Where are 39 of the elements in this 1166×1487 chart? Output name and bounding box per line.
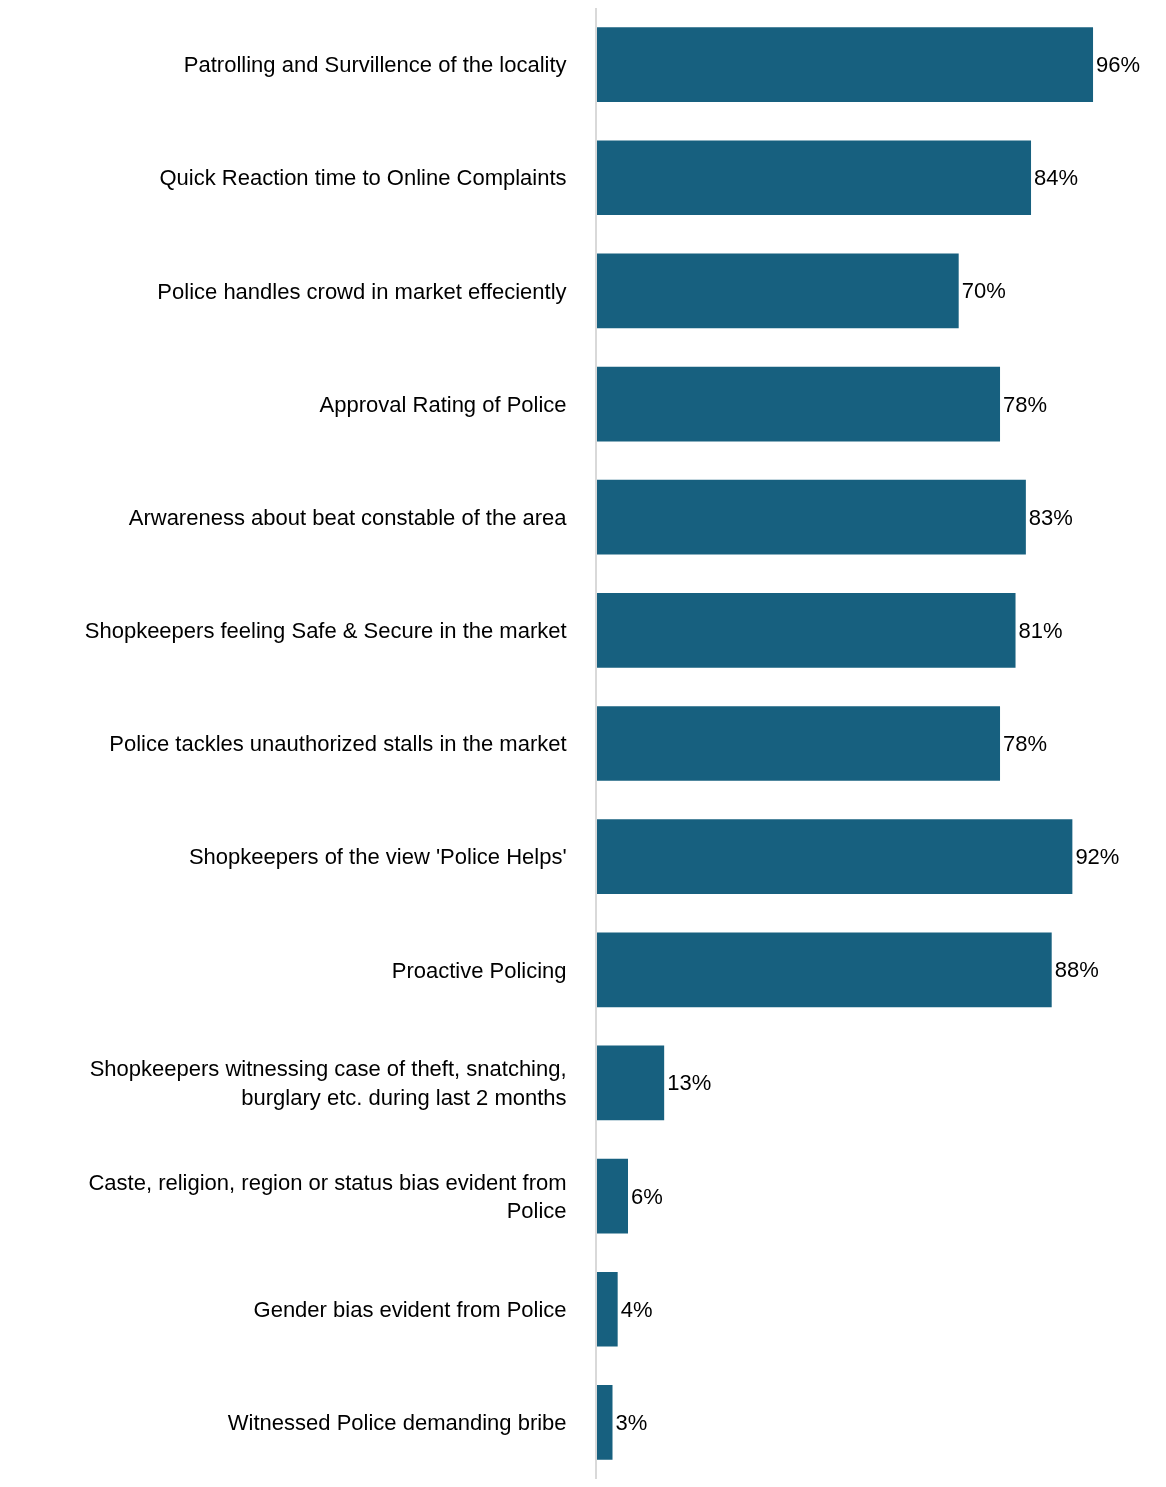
data-label: 70%: [961, 278, 1006, 304]
data-label: 13%: [667, 1070, 712, 1096]
y-tick-label: Police tackles unauthorized stalls in the market: [109, 731, 567, 757]
bar: [597, 479, 1026, 555]
data-label: 3%: [615, 1409, 648, 1435]
bar: [597, 1045, 665, 1121]
data-label: 96%: [1096, 52, 1141, 78]
bar: [597, 1158, 628, 1234]
bar: [597, 1385, 613, 1460]
bar: [597, 1271, 618, 1347]
data-label: 81%: [1018, 617, 1063, 643]
data-label: 78%: [1003, 731, 1048, 756]
bar: [597, 593, 1016, 668]
y-tick-label: Shopkeepers of the view 'Police Helps': [188, 844, 567, 870]
bar: [597, 253, 959, 329]
data-label: 88%: [1054, 957, 1099, 983]
data-label: 6%: [631, 1183, 663, 1209]
bar: [597, 932, 1052, 1008]
y-tick-label: Proactive Policing: [391, 957, 567, 983]
y-tick-label: Police handles crowd in market effeciently: [157, 278, 567, 304]
y-tick-label: Quick Reaction time to Online Complaints: [159, 165, 567, 191]
data-label: 4%: [620, 1296, 653, 1322]
y-tick-label: Shopkeepers feeling Safe & Secure in the market: [84, 618, 567, 644]
y-tick-label: Shopkeepers witnessing case of theft, snatching, burglary etc. during last 2 months: [89, 1056, 567, 1110]
y-tick-label: Approval Rating of Police: [319, 391, 567, 417]
bar: [597, 27, 1094, 102]
bar: [597, 140, 1032, 216]
y-tick-label: Witnessed Police demanding bribe: [227, 1410, 567, 1436]
bar: [597, 706, 1001, 781]
y-tick-label: Patrolling and Survillence of the locality: [183, 52, 567, 78]
data-label: 78%: [1003, 391, 1048, 417]
y-tick-label: Caste, religion, region or status bias evident from Police: [88, 1169, 567, 1224]
bar: [597, 366, 1001, 442]
data-label: 84%: [1034, 165, 1079, 191]
data-label: 83%: [1028, 504, 1073, 530]
y-tick-label: Arwareness about beat constable of the area: [128, 504, 568, 530]
y-tick-label: Gender bias evident from Police: [253, 1296, 567, 1322]
data-label: 92%: [1075, 844, 1120, 870]
bar: [597, 819, 1073, 894]
